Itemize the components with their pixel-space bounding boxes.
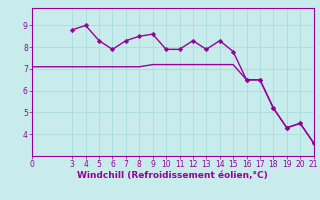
- X-axis label: Windchill (Refroidissement éolien,°C): Windchill (Refroidissement éolien,°C): [77, 171, 268, 180]
